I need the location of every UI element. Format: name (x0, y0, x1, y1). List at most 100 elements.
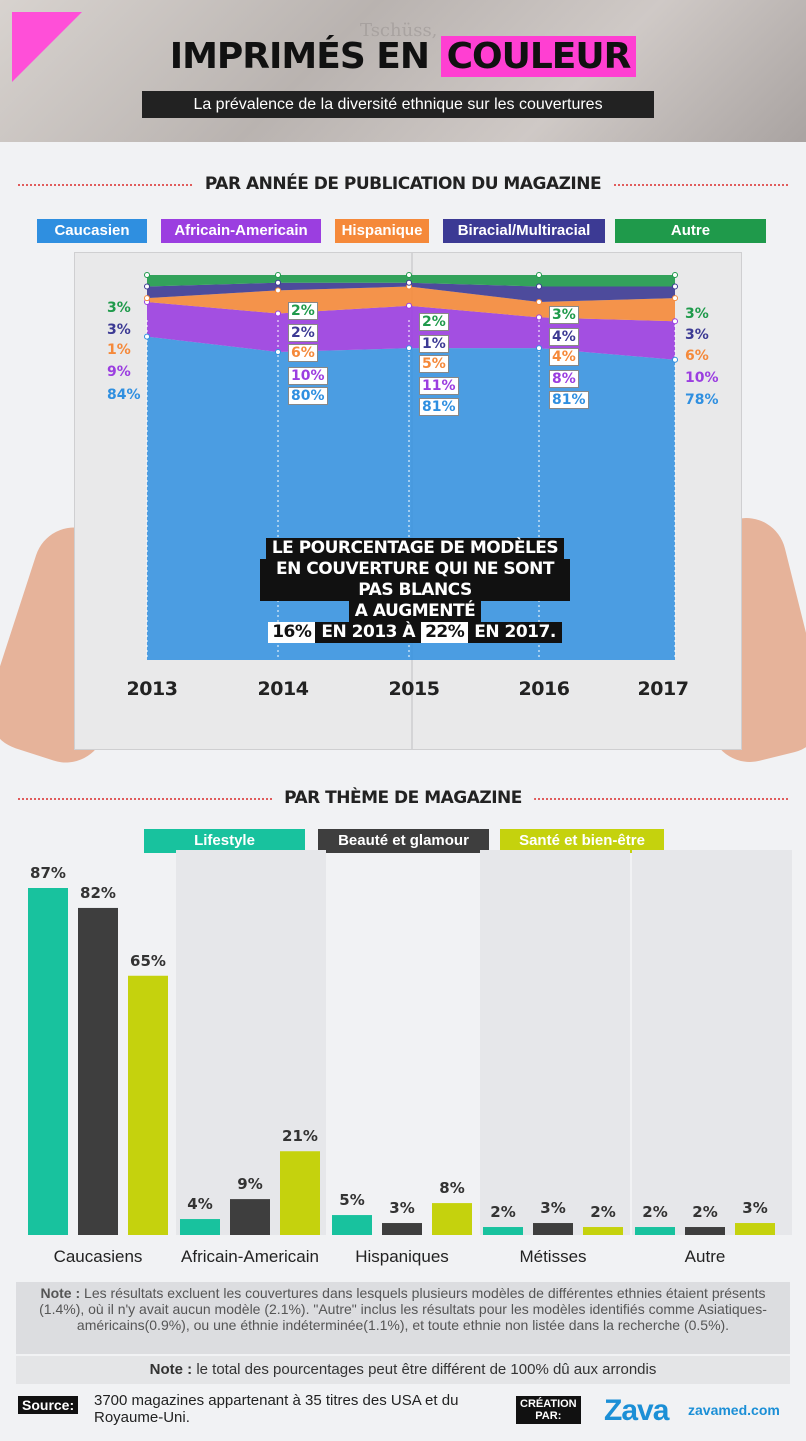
data-point (144, 295, 150, 302)
category-label: Caucasiens (53, 1247, 143, 1266)
value-label: 81% (419, 398, 459, 416)
value-label: 6% (288, 344, 318, 362)
data-point (275, 279, 281, 286)
value-label: 3% (685, 327, 709, 343)
data-point (275, 272, 281, 278)
value-label: 3% (107, 322, 131, 338)
annotation-value-2013: 16% (268, 622, 316, 643)
annotation-line3: A AUGMENTÉ (348, 601, 482, 622)
bar-africain-americain-1 (230, 1199, 270, 1235)
bar-value-label: 3% (389, 1199, 415, 1218)
bar-autre-0 (635, 1227, 675, 1235)
year-label-2014: 2014 (257, 678, 309, 700)
value-label: 6% (685, 348, 709, 364)
value-label: 9% (107, 364, 131, 380)
bar-africain-americain-0 (180, 1219, 220, 1235)
footnote-1-text: Les résultats excluent les couvertures d… (39, 1285, 767, 1333)
page-title: IMPRIMÉS EN COULEUR (0, 36, 806, 77)
footnote-1-label: Note : (40, 1285, 81, 1301)
value-label: 10% (685, 370, 719, 386)
area-biracial-multiracial (147, 282, 675, 302)
data-point (275, 349, 281, 355)
data-point (672, 318, 678, 325)
data-point (144, 272, 150, 278)
value-label: 78% (685, 392, 719, 408)
title-part1: IMPRIMÉS EN (169, 36, 430, 77)
annotation-line1: LE POURCENTAGE DE MODÈLES (265, 538, 565, 559)
creation-line1: CRÉATION (520, 1398, 577, 1410)
data-point (536, 345, 542, 352)
year-label-2016: 2016 (518, 678, 570, 700)
bar-caucasiens-0 (28, 888, 68, 1235)
bar-value-label: 5% (339, 1191, 365, 1210)
category-label: Africain-Americain (181, 1247, 319, 1266)
data-point (406, 302, 412, 309)
data-point (672, 295, 678, 302)
brand-logo[interactable]: Zava (604, 1394, 669, 1427)
category-label: Autre (684, 1247, 726, 1266)
bar-value-label: 21% (282, 1127, 318, 1146)
value-label: 80% (288, 387, 328, 405)
bar-value-label: 87% (30, 864, 66, 882)
year-label-2017: 2017 (637, 678, 689, 700)
value-label: 2% (288, 302, 318, 320)
bar-africain-americain-2 (280, 1151, 320, 1235)
value-label: 2% (288, 324, 318, 342)
data-point (275, 287, 281, 294)
bar-value-label: 82% (80, 883, 116, 902)
bar-hispaniques-1 (382, 1223, 422, 1235)
bar-value-label: 2% (692, 1203, 718, 1222)
legend-item-beaut-et-glamour: Beauté et glamour (318, 829, 489, 853)
value-label: 81% (549, 391, 589, 409)
value-label: 5% (419, 355, 449, 373)
bar-value-label: 2% (590, 1203, 616, 1222)
footnote-2-label: Note : (149, 1361, 193, 1378)
annotation-box: LE POURCENTAGE DE MODÈLES EN COUVERTURE … (260, 538, 570, 643)
data-point (536, 283, 542, 290)
value-label: 4% (549, 328, 579, 346)
value-label: 11% (419, 377, 459, 395)
category-label: Hispaniques (355, 1247, 449, 1266)
legend-item-lifestyle: Lifestyle (144, 829, 305, 853)
section2-heading: PAR THÈME DE MAGAZINE (18, 788, 788, 810)
bar-value-label: 8% (439, 1179, 465, 1198)
data-point (536, 272, 542, 278)
annotation-line2: EN COUVERTURE QUI NE SONT PAS BLANCS (260, 559, 570, 601)
legend-item-autre: Autre (615, 219, 766, 243)
value-label: 3% (549, 306, 579, 324)
bar-value-label: 3% (540, 1199, 566, 1218)
bar-value-label: 9% (237, 1175, 263, 1194)
data-point (144, 333, 150, 340)
data-point (406, 345, 412, 352)
bar-value-label: 2% (490, 1203, 516, 1222)
bar-m-tisses-1 (533, 1223, 573, 1235)
value-label: 84% (107, 387, 141, 403)
section1-heading: PAR ANNÉE DE PUBLICATION DU MAGAZINE (18, 174, 788, 196)
bar-value-label: 4% (187, 1195, 213, 1214)
data-point (672, 283, 678, 290)
value-label: 3% (107, 300, 131, 316)
value-label: 1% (107, 342, 131, 358)
bar-hispaniques-2 (432, 1203, 472, 1235)
data-point (406, 279, 412, 286)
bar-caucasiens-1 (78, 907, 118, 1235)
brand-url-link[interactable]: zavamed.com (688, 1402, 780, 1418)
annotation-mid: EN 2013 À (315, 622, 422, 643)
title-part2-highlight: COULEUR (440, 36, 637, 77)
annotation-value-2017: 22% (421, 622, 469, 643)
legend-item-caucasien: Caucasien (37, 219, 147, 243)
year-label-2013: 2013 (126, 678, 178, 700)
value-label: 1% (419, 335, 449, 353)
value-label: 10% (288, 367, 328, 385)
page-subtitle: La prévalence de la diversité ethnique s… (142, 91, 654, 118)
legend-item-sant-et-bien-tre: Santé et bien-être (500, 829, 664, 853)
data-point (275, 310, 281, 317)
pink-corner-decoration (12, 12, 82, 82)
data-point (536, 314, 542, 321)
bar-autre-2 (735, 1223, 775, 1235)
year-label-2015: 2015 (388, 678, 440, 700)
data-point (406, 272, 412, 278)
area-africain-americain (147, 301, 675, 360)
creation-label: CRÉATION PAR: (516, 1396, 581, 1424)
footnote-2-text: le total des pourcentages peut être diff… (196, 1361, 657, 1378)
